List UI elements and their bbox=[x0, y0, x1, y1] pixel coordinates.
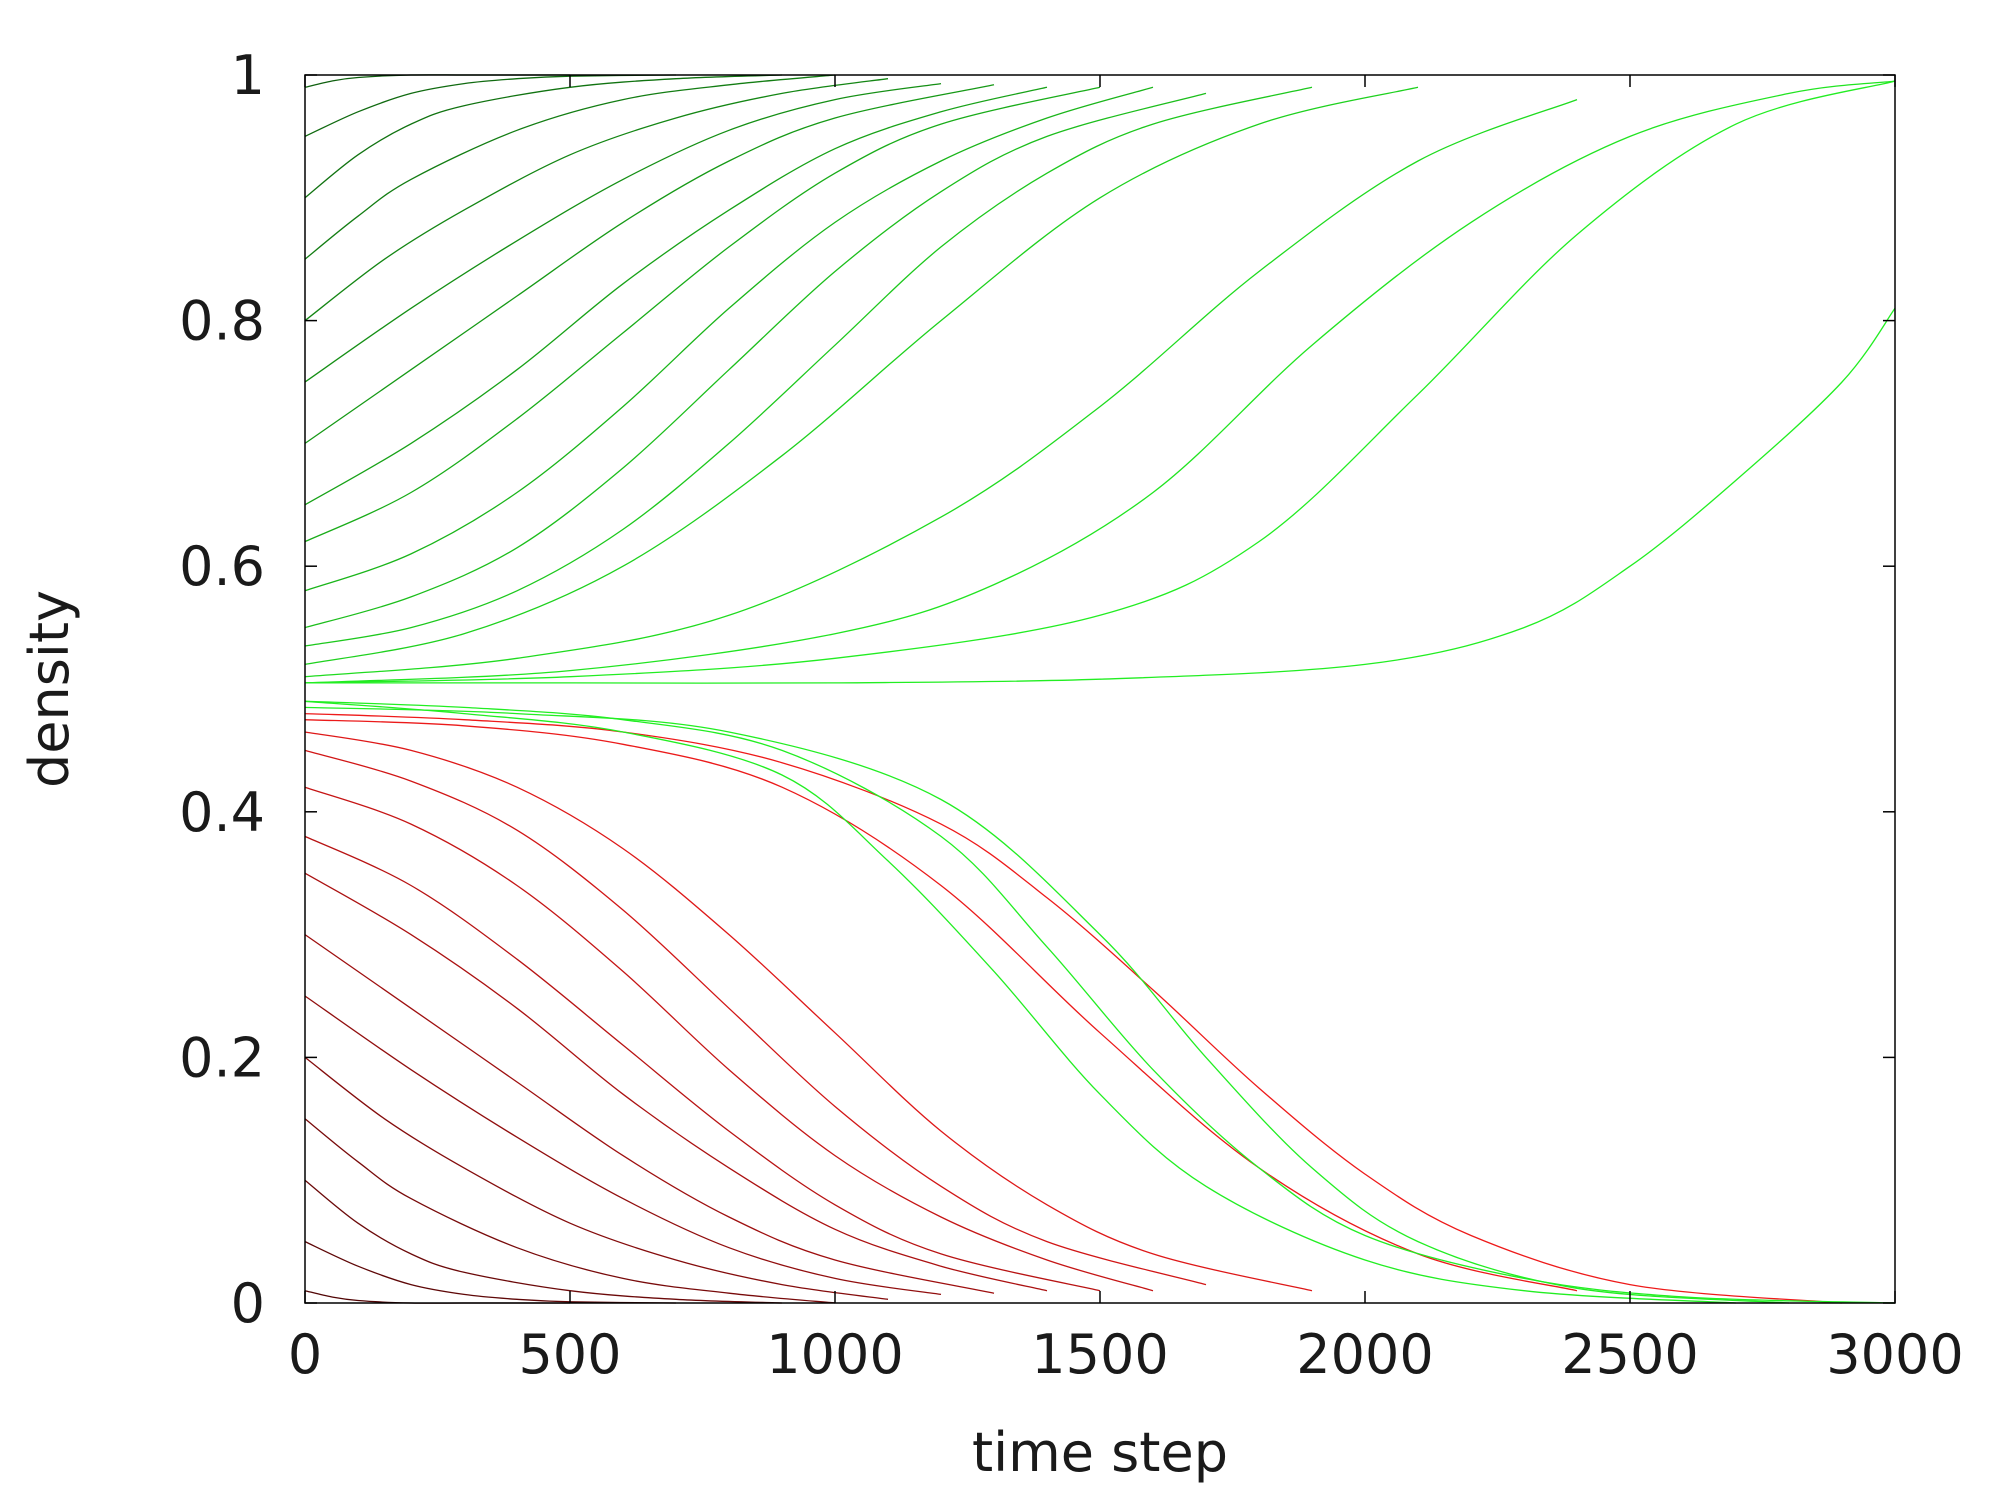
density-trajectory-line bbox=[304, 92, 1207, 629]
x-tick-label: 1500 bbox=[1031, 1323, 1168, 1386]
density-trajectory-line bbox=[304, 786, 1154, 1292]
density-trajectory-line bbox=[304, 1056, 889, 1300]
density-trajectory-line bbox=[304, 86, 1101, 543]
density-trajectory-line bbox=[304, 80, 1896, 684]
density-trajectory-line bbox=[304, 706, 1790, 1304]
x-tick-label: 3000 bbox=[1826, 1323, 1963, 1386]
density-trajectory-line bbox=[304, 86, 1048, 506]
axis-ticks: 0 500 1000 1500 2000 2500 3000 0 0.2 0.4 0.6 0.8 1 bbox=[179, 44, 1964, 1386]
x-tick-label: 500 bbox=[518, 1323, 621, 1386]
x-tick-label: 2500 bbox=[1561, 1323, 1698, 1386]
density-trajectory-line bbox=[304, 712, 1843, 1304]
density-trajectory-line bbox=[304, 78, 889, 322]
density-trajectory-line bbox=[304, 86, 1419, 666]
y-tick-label: 0.2 bbox=[179, 1026, 265, 1089]
density-trajectory-line bbox=[304, 84, 995, 444]
density-trajectory-line bbox=[304, 749, 1207, 1286]
density-trajectory-line bbox=[304, 719, 1578, 1292]
density-trajectory-line bbox=[304, 74, 836, 260]
density-trajectory-line bbox=[304, 86, 1313, 647]
density-trajectory-line bbox=[304, 995, 942, 1296]
density-trajectory-line bbox=[304, 1179, 783, 1304]
density-trajectory-line bbox=[305, 307, 1896, 684]
y-axis-label: density bbox=[18, 590, 81, 788]
density-trajectory-line bbox=[304, 74, 570, 88]
plot-lines bbox=[304, 74, 1896, 1304]
y-tick-label: 0.8 bbox=[179, 290, 265, 353]
density-trajectory-line bbox=[304, 82, 942, 383]
x-tick-label: 2000 bbox=[1296, 1323, 1433, 1386]
density-trajectory-line bbox=[304, 80, 1896, 684]
density-trajectory-line bbox=[304, 700, 1737, 1304]
x-tick-label: 1000 bbox=[766, 1323, 903, 1386]
density-trajectory-line bbox=[304, 1241, 677, 1304]
density-trajectory-line bbox=[304, 872, 1048, 1292]
density-trajectory-line bbox=[304, 731, 1313, 1292]
y-tick-label: 1 bbox=[231, 44, 265, 107]
x-tick-label: 0 bbox=[288, 1323, 322, 1386]
density-trajectory-line bbox=[304, 98, 1578, 678]
density-trajectory-line bbox=[304, 86, 1154, 592]
y-tick-label: 0.4 bbox=[179, 781, 265, 844]
density-trajectory-line bbox=[304, 74, 677, 137]
density-trajectory-line bbox=[304, 835, 1101, 1292]
x-axis-label: time step bbox=[972, 1421, 1228, 1484]
density-trajectory-line bbox=[304, 1118, 836, 1304]
y-tick-label: 0.6 bbox=[179, 535, 265, 598]
density-trajectory-line bbox=[304, 1290, 570, 1304]
y-tick-label: 0 bbox=[231, 1272, 265, 1335]
plot-frame bbox=[304, 74, 1896, 1304]
density-trajectory-line bbox=[304, 934, 995, 1294]
density-trajectory-line bbox=[304, 700, 1896, 1304]
density-trajectory-line bbox=[304, 74, 783, 199]
